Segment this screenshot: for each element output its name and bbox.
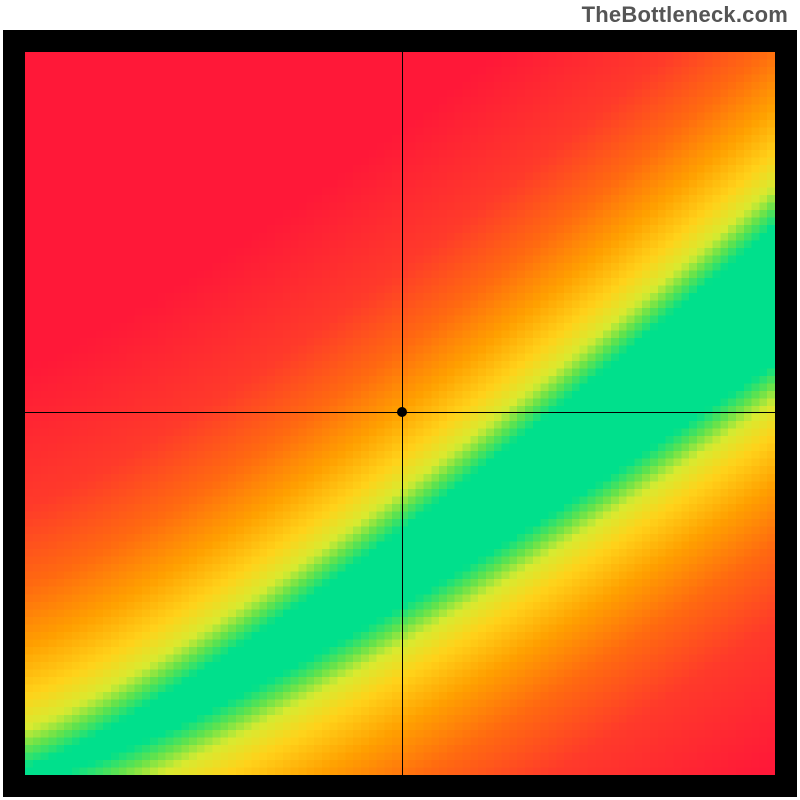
crosshair-marker-dot bbox=[397, 407, 407, 417]
chart-container: TheBottleneck.com bbox=[0, 0, 800, 800]
watermark-text: TheBottleneck.com bbox=[582, 2, 788, 28]
